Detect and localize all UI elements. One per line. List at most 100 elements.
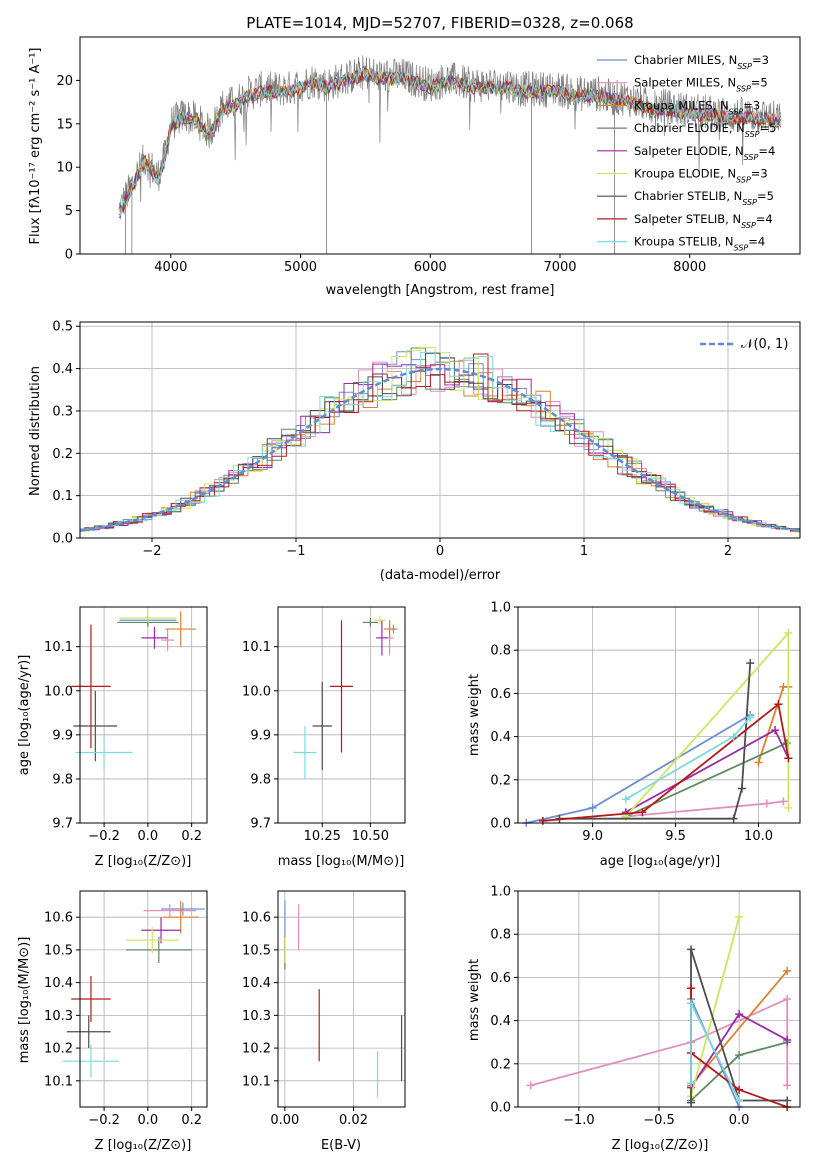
legend-entry: Salpeter ELODIE, NSSP=4 <box>634 144 775 162</box>
weight-series-line <box>625 630 790 818</box>
y-tick-label: 0.2 <box>490 773 511 788</box>
x-tick-label: 0.00 <box>270 1113 299 1128</box>
age-vs-Z-panel: −0.2 0.0 0.2 9.7 9.8 9.9 10.0 10.1 Z [log₁₀(Z/Z… <box>17 606 208 869</box>
legend-entry: Chabrier ELODIE, NSSP=5 <box>634 121 776 139</box>
y-tick-label: 10.6 <box>242 911 271 926</box>
y-tick-label: 10.1 <box>242 1074 271 1089</box>
axes-frame <box>517 606 801 824</box>
y-tick-label: 0.2 <box>52 447 73 462</box>
residuals-legend: 𝒩(0, 1) <box>700 337 788 352</box>
y-tick-label: 9.9 <box>52 728 73 743</box>
weight-point-marker <box>737 784 746 793</box>
y-tick-label: 10.1 <box>44 1074 73 1089</box>
weight-series-line <box>757 686 789 763</box>
spectrum-ylabel: Flux [fλ10⁻¹⁷ erg cm⁻² s⁻¹ A⁻¹] <box>28 48 43 245</box>
weight-point-marker <box>783 995 792 1003</box>
y-tick-label: 0.4 <box>52 362 73 377</box>
residuals-panel: −2 −1 0 1 2 0.0 0.1 0.2 0.3 0.4 0.5 (data-model)/e… <box>28 320 801 583</box>
mE-xlabel: E(B-V) <box>321 1138 361 1153</box>
x-tick-label: −0.5 <box>643 1113 675 1128</box>
x-tick-label: −1 <box>286 544 305 559</box>
x-tick-label: 10.25 <box>304 829 341 844</box>
spectrum-legend: Chabrier MILES, NSSP=3 Salpeter MILES, NS… <box>597 53 776 252</box>
x-tick-label: −1.0 <box>563 1113 595 1128</box>
weight-point-marker <box>687 984 696 993</box>
weight-series-line <box>690 916 740 1097</box>
weight-series-line <box>625 728 790 813</box>
model-spectrum-line <box>118 68 781 217</box>
x-tick-label: 0 <box>436 544 444 559</box>
y-tick-label: 10.5 <box>242 943 271 958</box>
y-tick-label: 1.0 <box>490 885 511 900</box>
ageM-xlabel: mass [log₁₀(M/M⊙)] <box>278 854 405 869</box>
wAge-xlabel: age [log₁₀(age/yr)] <box>600 854 721 869</box>
y-tick-label: 10.4 <box>242 976 271 991</box>
weight-point-marker <box>771 726 780 735</box>
weight-series-line <box>559 663 752 820</box>
axes-frame <box>517 890 801 1108</box>
mZ-ylabel: mass [log₁₀(M/M⊙)] <box>17 937 32 1064</box>
axes-frame <box>79 36 801 255</box>
x-tick-label: 0.2 <box>181 1113 202 1128</box>
y-tick-label: 0.4 <box>490 730 511 745</box>
x-tick-label: 10.50 <box>352 829 389 844</box>
weight-point-marker <box>735 912 744 921</box>
y-tick-label: 5 <box>65 204 73 219</box>
axes-frame <box>79 606 208 824</box>
x-tick-label: 0.0 <box>138 829 159 844</box>
mass-vs-EBV-panel: 0.00 0.02 10.1 10.2 10.3 10.4 10.5 10.6 E(B-V) <box>242 890 406 1153</box>
weight-point-marker <box>729 814 738 823</box>
weight-point-marker <box>526 1081 535 1090</box>
y-tick-label: 0 <box>65 248 73 263</box>
y-tick-label: 9.7 <box>52 817 73 832</box>
y-tick-label: 9.7 <box>250 817 271 832</box>
y-tick-label: 10.5 <box>44 943 73 958</box>
weight-point-marker <box>687 1079 696 1088</box>
weight-series-line <box>690 1002 740 1101</box>
x-tick-label: 9.0 <box>582 829 603 844</box>
spectrum-panel: PLATE=1014, MJD=52707, FIBERID=0328, z=0… <box>28 14 801 298</box>
ageZ-ylabel: age [log₁₀(age/yr)] <box>17 655 32 776</box>
legend-entry: Chabrier STELIB, NSSP=5 <box>634 189 774 207</box>
y-tick-label: 0.8 <box>490 928 511 943</box>
axes-frame <box>277 606 406 824</box>
weight-point-marker <box>638 808 647 817</box>
x-tick-label: −2 <box>142 544 161 559</box>
y-tick-label: 9.9 <box>250 728 271 743</box>
y-tick-label: 9.8 <box>250 772 271 787</box>
y-tick-label: 0.0 <box>490 1101 511 1116</box>
x-tick-label: −0.2 <box>88 829 120 844</box>
age-vs-mass-panel: 10.25 10.50 9.7 9.8 9.9 10.0 10.1 mass [log₁₀(… <box>242 606 406 869</box>
residuals-xlabel: (data-model)/error <box>380 568 501 583</box>
legend-entry: Salpeter STELIB, NSSP=4 <box>634 212 773 230</box>
weight-vs-Z-panel: −1.0 −0.5 0.0 0.0 0.2 0.4 0.6 0.8 1.0 Z [log₁₀(Z… <box>467 885 801 1153</box>
weight-point-marker <box>746 713 755 722</box>
legend-entry: Chabrier MILES, NSSP=3 <box>634 53 769 71</box>
x-tick-label: 9.5 <box>665 829 686 844</box>
y-tick-label: 20 <box>56 74 73 89</box>
x-tick-label: 5000 <box>284 260 317 275</box>
y-tick-label: 0.3 <box>52 404 73 419</box>
y-tick-label: 0.1 <box>52 489 73 504</box>
ageZ-xlabel: Z [log₁₀(Z/Z⊙)] <box>95 854 192 869</box>
x-tick-label: 1 <box>580 544 588 559</box>
weight-series-line <box>625 716 751 800</box>
y-tick-label: 10.2 <box>44 1042 73 1057</box>
y-tick-label: 0.4 <box>490 1014 511 1029</box>
weight-point-marker <box>784 803 793 812</box>
y-tick-label: 10.3 <box>44 1009 73 1024</box>
y-tick-label: 10.0 <box>44 684 73 699</box>
x-tick-label: 0.0 <box>729 1113 750 1128</box>
weight-series-line <box>625 800 784 818</box>
y-tick-label: 10.0 <box>242 684 271 699</box>
mass-vs-Z-panel: −0.2 0.0 0.2 10.1 10.2 10.3 10.4 10.5 10.6 Z [lo… <box>17 890 208 1153</box>
weight-point-marker <box>783 1036 792 1045</box>
spectrum-xlabel: wavelength [Angstrom, rest frame] <box>326 283 555 298</box>
wZ-ylabel: mass weight <box>467 959 482 1041</box>
weight-point-marker <box>687 1098 696 1107</box>
axes-frame <box>79 321 801 539</box>
x-tick-label: 4000 <box>154 260 187 275</box>
mZ-xlabel: Z [log₁₀(Z/Z⊙)] <box>95 1138 192 1153</box>
residual-histogram <box>80 351 800 532</box>
